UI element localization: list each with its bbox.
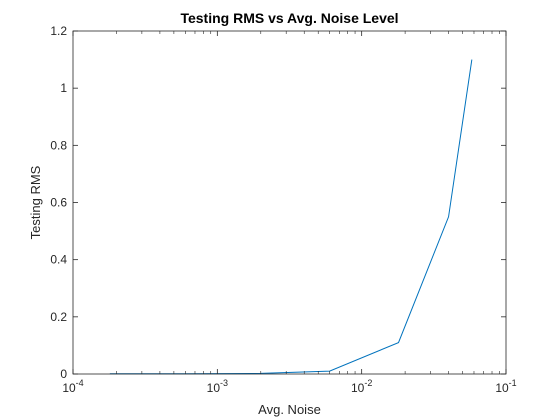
y-axis-label: Testing RMS (28, 165, 43, 239)
y-tick-label: 0.2 (50, 310, 67, 324)
x-tick-label: 10-4 (62, 378, 83, 395)
x-tick-label: 10-3 (207, 378, 228, 395)
axes-layer: 0 0.2 0.4 0.6 0.8 1 1.2 10-4 10-3 10-2 10-1 (50, 24, 516, 395)
y-tick-label: 1.2 (50, 24, 67, 38)
x-tick-label: 10-1 (495, 378, 516, 395)
plot-area (73, 31, 506, 374)
y-tick-label: 1 (60, 81, 67, 95)
y-tick-label: 0.8 (50, 138, 67, 152)
x-tick-label: 10-2 (351, 378, 372, 395)
x-axis-label: Avg. Noise (258, 402, 321, 417)
y-tick-label: 0 (60, 367, 67, 381)
y-tick-label: 0.4 (50, 253, 67, 267)
y-tick-label: 0.6 (50, 196, 67, 210)
chart-title: Testing RMS vs Avg. Noise Level (180, 10, 398, 26)
